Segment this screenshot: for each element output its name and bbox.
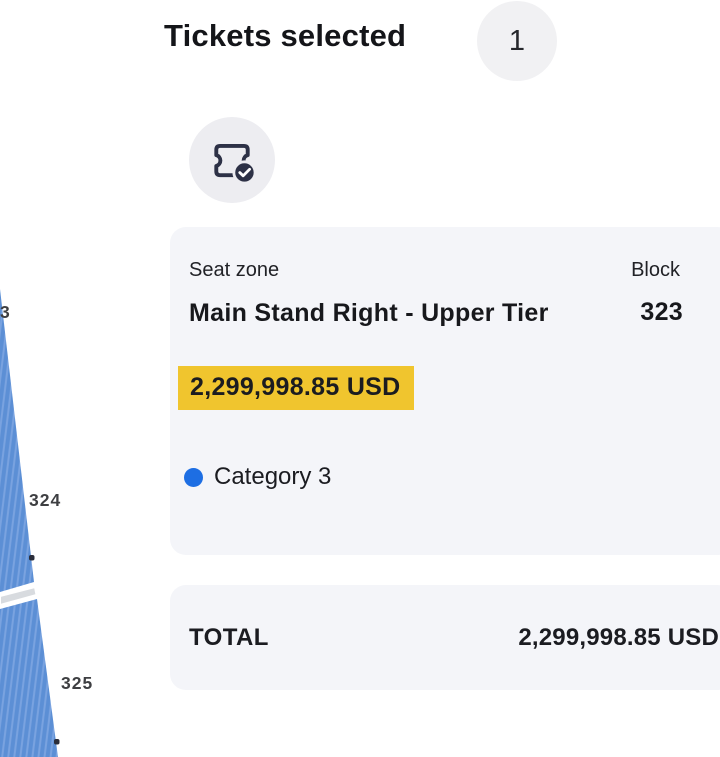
total-value: 2,299,998.85 USD [518,623,719,651]
seat-zone-label: Seat zone [189,259,280,281]
map-edge-marker [54,739,60,745]
map-section-325[interactable] [0,599,58,757]
tickets-count-badge: 1 [477,1,557,81]
stadium-map: 3 324 325 [0,289,93,757]
ticket-status-icon-circle [189,117,275,203]
total-card: TOTAL 2,299,998.85 USD [170,585,720,690]
category-color-dot [184,467,203,487]
map-section-324[interactable] [0,289,34,592]
map-aisle [0,585,38,607]
page-title: Tickets selected [164,18,407,53]
block-value: 323 [640,298,683,326]
seat-zone-value: Main Stand Right - Upper Tier [189,299,549,327]
block-label: Block [631,259,680,281]
category-label: Category 3 [214,463,332,490]
map-edge-marker [29,555,35,561]
map-label-324: 324 [29,490,61,510]
ticket-check-icon [214,143,257,185]
ticket-price: 2,299,998.85 USD [178,366,414,410]
category-row: Category 3 [184,463,331,491]
total-label: TOTAL [189,623,269,651]
selected-ticket-card[interactable]: Seat zone Block Main Stand Right - Upper… [170,227,720,555]
map-label-325: 325 [61,673,93,693]
map-label-partial: 3 [0,302,11,322]
